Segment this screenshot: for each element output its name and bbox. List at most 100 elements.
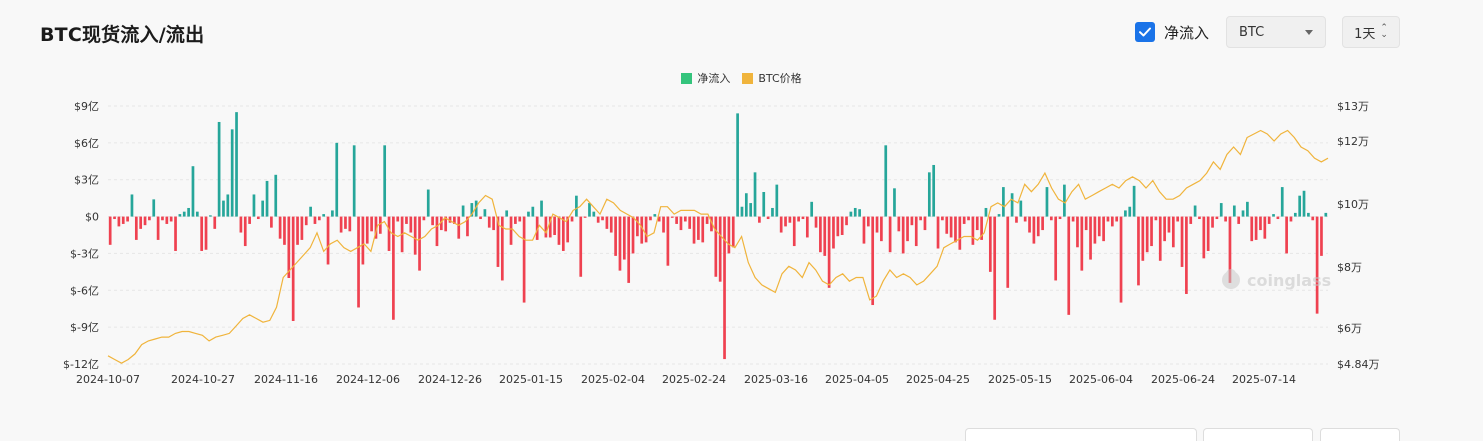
outflow-bar — [287, 216, 291, 278]
y-left-tick-label: $-6亿 — [70, 284, 99, 297]
outflow-bar — [365, 216, 369, 244]
inflow-bar — [322, 214, 326, 217]
outflow-bar — [866, 216, 870, 227]
outflow-bar — [609, 216, 613, 233]
outflow-bar — [1254, 216, 1258, 240]
outflow-bar — [1036, 216, 1040, 237]
outflow-bar — [466, 216, 469, 237]
inflow-bar — [331, 210, 334, 217]
outflow-bar — [875, 216, 879, 233]
outflow-bar — [1202, 216, 1206, 259]
x-tick-label: 2025-06-04 — [1069, 373, 1133, 386]
outflow-bar — [296, 216, 299, 245]
inflow-bar — [1324, 212, 1328, 217]
outflow-bar — [1259, 216, 1262, 231]
inflow-bar — [884, 145, 888, 217]
outflow-bar — [1320, 216, 1323, 256]
outflow-bar — [1084, 216, 1088, 231]
outflow-bar — [1150, 216, 1153, 247]
legend-swatch-net-flow — [681, 72, 693, 84]
outflow-bar — [723, 216, 726, 360]
outflow-bar — [487, 216, 491, 228]
outflow-bar — [840, 216, 844, 235]
outflow-bar — [557, 216, 561, 245]
coin-select-value: BTC — [1239, 24, 1265, 40]
inflow-bar — [853, 207, 857, 217]
outflow-bar — [535, 216, 539, 240]
outflow-bar — [1023, 216, 1027, 222]
outflow-bar — [923, 216, 927, 231]
inflow-bar — [209, 215, 212, 217]
inflow-bar — [588, 203, 591, 217]
outflow-bar — [439, 216, 443, 231]
outflow-bar — [139, 216, 143, 229]
chart-controls: 净流入 BTC 1天 ⌃ ⌄ — [1134, 16, 1400, 48]
outflow-bar — [832, 216, 835, 249]
inflow-bar — [927, 172, 931, 217]
outflow-bar — [256, 216, 260, 220]
outflow-bar — [758, 216, 761, 223]
inflow-bar — [540, 200, 543, 217]
interval-select[interactable]: 1天 ⌃ ⌄ — [1342, 16, 1400, 48]
inflow-bar — [744, 193, 748, 217]
outflow-bar — [1267, 216, 1271, 224]
legend-label-net-flow: 净流入 — [697, 72, 731, 85]
outflow-bar — [1276, 216, 1280, 220]
bottom-button-2[interactable] — [1203, 428, 1313, 441]
inflow-bar — [893, 188, 896, 217]
outflow-bar — [444, 216, 448, 232]
x-tick-label: 2025-03-16 — [744, 373, 808, 386]
inflow-bar — [997, 214, 1001, 217]
outflow-bar — [243, 216, 247, 247]
outflow-bar — [1137, 216, 1140, 286]
outflow-bar — [1198, 216, 1201, 220]
outflow-bar — [1015, 216, 1018, 223]
bottom-button-1[interactable] — [965, 428, 1197, 441]
net-flow-label[interactable]: 净流入 — [1163, 23, 1209, 42]
outflow-bar — [544, 216, 548, 238]
outflow-bar — [675, 216, 678, 224]
inflow-bar — [1132, 185, 1136, 217]
inflow-bar — [1219, 203, 1223, 217]
outflow-bar — [662, 216, 665, 233]
outflow-bar — [283, 216, 286, 245]
inflow-bar — [461, 205, 465, 217]
inflow-bar — [749, 203, 753, 217]
outflow-bar — [1215, 216, 1219, 220]
inflow-bar — [226, 194, 230, 217]
outflow-bar — [683, 216, 687, 222]
up-down-icon: ⌃ ⌄ — [1380, 23, 1388, 40]
inflow-bar — [235, 112, 238, 217]
outflow-bar — [1076, 216, 1079, 248]
outflow-bar — [165, 216, 169, 224]
outflow-bar — [1041, 216, 1044, 231]
outflow-bar — [518, 216, 522, 222]
outflow-bar — [801, 216, 805, 220]
outflow-bar — [204, 216, 208, 250]
net-flow-checkbox[interactable] — [1134, 22, 1155, 42]
page-title: BTC现货流入/流出 — [40, 24, 205, 46]
inflow-bar — [1193, 205, 1197, 217]
y-left-tick-label: $0 — [85, 211, 99, 224]
coin-select[interactable]: BTC — [1226, 16, 1326, 48]
inflow-bar — [592, 211, 596, 217]
inflow-bar — [531, 206, 535, 217]
outflow-bar — [304, 216, 308, 226]
outflow-bar — [1115, 216, 1119, 222]
x-tick-label: 2025-04-25 — [906, 373, 970, 386]
outflow-bar — [1058, 216, 1062, 220]
outflow-bar — [270, 216, 273, 228]
outflow-bar — [1154, 216, 1158, 221]
outflow-bar — [1285, 216, 1288, 254]
legend-item-net-flow[interactable]: 净流入 — [681, 70, 730, 86]
inflow-bar — [1307, 212, 1310, 217]
bottom-button-3[interactable] — [1320, 428, 1400, 441]
outflow-bar — [1141, 216, 1145, 261]
inflow-bar — [1010, 193, 1014, 217]
outflow-bar — [392, 216, 395, 320]
inflow-bar — [265, 180, 269, 217]
inflow-bar — [984, 207, 988, 217]
outflow-bar — [522, 216, 526, 303]
legend-item-btc-price[interactable]: BTC价格 — [742, 70, 802, 86]
